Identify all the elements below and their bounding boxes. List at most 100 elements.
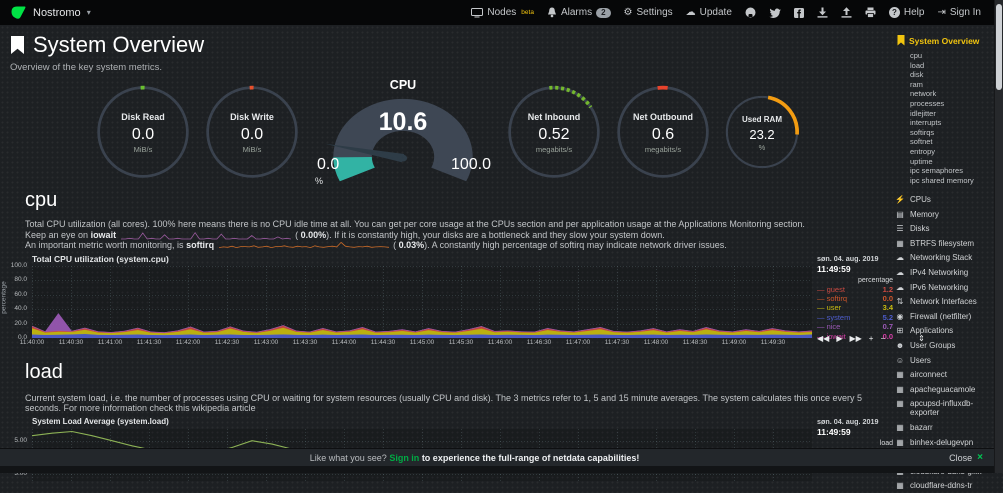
sidebar-subitem-disk[interactable]: disk (910, 70, 924, 80)
legend-entry[interactable]: softirq 0.0 (817, 294, 893, 303)
sidebar-item-cloudflare-ddns-tr[interactable]: ▦ cloudflare-ddns-tr (895, 479, 995, 493)
settings-button[interactable]: ⚙ Settings (624, 7, 673, 18)
sidebar-subitem-processes[interactable]: processes (910, 98, 945, 108)
sidebar-item-network-interfaces[interactable]: ⇅ Network Interfaces (895, 294, 995, 309)
help-button[interactable]: ? Help (888, 7, 924, 18)
gauge-unit: megabits/s (535, 145, 573, 155)
cloud-icon: ☁ (896, 268, 904, 278)
fast-forward-icon[interactable]: ▶▶ (849, 333, 862, 343)
sidebar-subitem-idlejitter[interactable]: idlejitter (910, 108, 936, 118)
legend-entry[interactable]: nice 0.7 (817, 322, 893, 331)
sidebar-item-networking-stack[interactable]: ☁ Networking Stack (895, 251, 995, 266)
sidebar-item-users[interactable]: ☺ Users (895, 353, 995, 368)
sidebar-subitem-softirqs[interactable]: softirqs (910, 127, 935, 137)
sidebar-subitem-entropy[interactable]: entropy (910, 146, 936, 156)
import-button[interactable] (841, 7, 852, 18)
sidebar-subitem-ram[interactable]: ram (910, 79, 923, 89)
nodes-button[interactable]: Nodes beta (471, 7, 534, 18)
legend-entry-name: system (817, 313, 851, 322)
sidebar-subitem-network[interactable]: network (910, 89, 937, 99)
export-button[interactable] (817, 7, 828, 18)
play-icon[interactable]: ▶ (836, 333, 843, 343)
banner-message: Like what you see? Sign in to experience… (309, 452, 640, 463)
sidebar-subitem-cpu[interactable]: cpu (910, 51, 923, 60)
page-scrollbar[interactable] (994, 0, 1003, 473)
cpu-section-heading: cpu (25, 189, 58, 211)
hostname-menu[interactable]: Nostromo (33, 6, 81, 19)
legend-entry[interactable]: guest 1.2 (817, 285, 893, 294)
sidebar-item-label: airconnect (910, 370, 947, 380)
legend-entry-name: iowait (817, 332, 846, 341)
github-button[interactable] (745, 7, 756, 18)
gauge-label: Used RAM (741, 114, 782, 124)
sidebar-item-memory[interactable]: ▤ Memory (895, 207, 995, 222)
sidebar-subitem-ipc-shared-memory[interactable]: ipc shared memory (910, 175, 974, 185)
sidebar-subitem-softnet[interactable]: softnet (910, 137, 933, 147)
sidebar-item-system-overview[interactable]: System Overview (897, 35, 995, 46)
signin-button[interactable]: ⇥ Sign In (937, 7, 981, 18)
gauges-row: Disk Read 0.0 MiB/s Disk Write 0.0 MiB/s CPU … (0, 78, 895, 186)
cpu-gauge-max: 100.0 (450, 156, 491, 173)
gauge-used-ram[interactable]: Used RAM 23.2% (724, 94, 800, 170)
sidebar-item-cpus[interactable]: ⚡ CPUs (895, 192, 995, 207)
sidebar-item-label: IPv6 Networking (910, 282, 969, 292)
cpu-utilization-chart[interactable]: Total CPU utilization (system.cpu) perce… (0, 253, 925, 354)
softirq-sparkline[interactable] (218, 241, 389, 250)
zoom-in-icon[interactable]: + (868, 333, 874, 343)
sidebar-subitem-ipc-semaphores[interactable]: ipc semaphores (910, 166, 963, 176)
resize-handle-icon[interactable]: ⇕ (918, 333, 925, 343)
app-grid-icon: ▦ (896, 437, 904, 447)
sidebar-item-firewall-netfilter-[interactable]: ◉ Firewall (netfilter) (895, 309, 995, 324)
cpu-desc-line1: Total CPU utilization (all cores). 100% … (25, 219, 805, 229)
banner-close-button[interactable]: Close × (949, 452, 983, 463)
sidebar-item-applications[interactable]: ⊞ Applications (895, 324, 995, 339)
firewall-shield-icon: ◉ (896, 311, 904, 321)
sidebar-subitem-interrupts[interactable]: interrupts (910, 118, 942, 128)
btrfs-folder-icon: ▦ (896, 238, 904, 248)
gauge-value: 0.0 (240, 126, 264, 144)
x-tick-label: 11:44:30 (370, 338, 396, 346)
sidebar-item-btrfs-filesystem[interactable]: ▦ BTRFS filesystem (895, 236, 995, 251)
chevron-down-icon[interactable]: ▾ (86, 8, 91, 17)
gauge-disk-write[interactable]: Disk Write 0.0 MiB/s (204, 84, 300, 180)
x-tick-label: 11:44:00 (331, 338, 357, 346)
chart-plot-area[interactable] (31, 265, 813, 339)
twitter-button[interactable] (769, 8, 781, 18)
sidebar-item-label: cloudflare-ddns-tr (910, 481, 973, 491)
update-button[interactable]: ☁ Update (686, 7, 732, 18)
scrollbar-thumb[interactable] (996, 4, 1002, 90)
sidebar-item-user-groups[interactable]: ☻ User Groups (895, 338, 995, 353)
iowait-sparkline[interactable] (120, 231, 291, 240)
legend-date: søn. 04. aug. 2019 (817, 253, 879, 263)
legend-entry[interactable]: system 5.2 (817, 313, 893, 322)
rewind-icon[interactable]: ◀◀ (817, 333, 830, 343)
sidebar-item-airconnect[interactable]: ▦ airconnect (895, 367, 995, 382)
user-groups-icon: ☻ (895, 341, 905, 351)
print-button[interactable] (865, 7, 876, 18)
cpu-gauge-value: 10.6 (378, 108, 428, 136)
monitor-icon (471, 7, 484, 17)
legend-entry[interactable]: iowait 0.0 (817, 332, 893, 341)
facebook-button[interactable] (793, 7, 804, 18)
github-icon (745, 7, 756, 18)
sidebar-item-binhex-delugevpn[interactable]: ▦ binhex-delugevpn (895, 435, 995, 450)
alarms-button[interactable]: Alarms 2 (547, 7, 611, 18)
sidebar-item-disks[interactable]: ☰ Disks (895, 222, 995, 237)
gauge-net-outbound[interactable]: Net Outbound 0.6 megabits/s (615, 84, 711, 180)
signin-link[interactable]: Sign in (389, 452, 420, 463)
sidebar-item-apcupsd-influxdb-exporter[interactable]: ▦ apcupsd-influxdb-exporter (895, 397, 995, 421)
x-tick-label: 11:42:30 (214, 338, 240, 346)
signin-arrow-icon: ⇥ (937, 6, 946, 18)
sidebar-item-ipv4-networking[interactable]: ☁ IPv4 Networking (895, 265, 995, 280)
sidebar-item-bazarr[interactable]: ▦ bazarr (895, 420, 995, 435)
sidebar-item-apacheguacamole[interactable]: ▦ apacheguacamole (895, 382, 995, 397)
legend-entry[interactable]: user 3.4 (817, 303, 893, 312)
sidebar-subitem-uptime[interactable]: uptime (910, 156, 933, 166)
zoom-out-icon[interactable]: − (880, 333, 886, 343)
gauge-disk-read[interactable]: Disk Read 0.0 MiB/s (95, 84, 191, 180)
sidebar-subitem-load[interactable]: load (910, 60, 925, 70)
cpu-gauge[interactable]: CPU 10.6 0.0 100.0 % (313, 78, 493, 186)
gauge-net-inbound[interactable]: Net Inbound 0.52 megabits/s (506, 84, 602, 180)
x-tick-label: 11:41:30 (136, 338, 162, 346)
sidebar-item-ipv6-networking[interactable]: ☁ IPv6 Networking (895, 280, 995, 295)
